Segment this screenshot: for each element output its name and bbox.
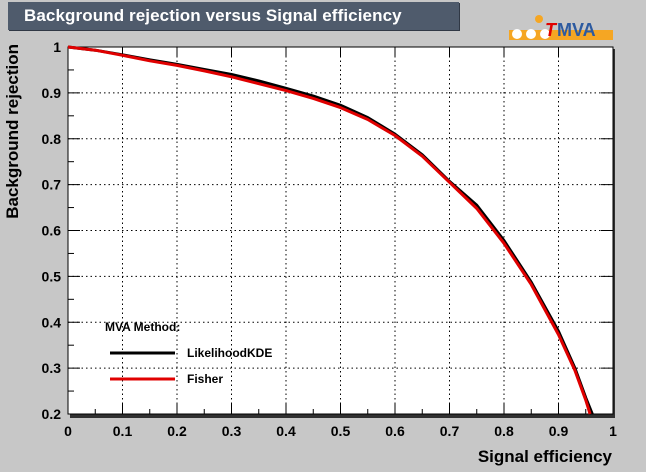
x-tick-label: 0.7 (440, 423, 460, 439)
x-tick-label: 0.5 (331, 423, 351, 439)
y-tick-label: 0.8 (42, 131, 62, 147)
tick-labels: 0 0.1 0.2 0.3 0.4 0.5 0.6 0.7 0.8 0.9 1 0.2 0.3 0.4 0.… (42, 39, 618, 439)
x-tick-label: 0 (64, 423, 72, 439)
chart-title-box: Background rejection versus Signal effic… (8, 2, 459, 30)
x-tick-label: 0.9 (549, 423, 569, 439)
chart-title: Background rejection versus Signal effic… (24, 6, 402, 25)
x-tick-label: 0.1 (113, 423, 133, 439)
y-axis-title: Background rejection (3, 44, 22, 219)
y-tick-label: 0.3 (42, 360, 62, 376)
y-tick-label: 0.9 (42, 85, 62, 101)
logo-text: MVA (557, 20, 596, 40)
series-lines (67, 45, 594, 415)
x-tick-label: 0.8 (494, 423, 514, 439)
x-tick-label: 1 (609, 423, 617, 439)
x-tick-label: 0.2 (167, 423, 187, 439)
tmva-logo: T MVA (509, 15, 613, 40)
x-tick-label: 0.4 (276, 423, 296, 439)
grid (68, 47, 613, 414)
y-tick-label: 0.7 (42, 177, 62, 193)
y-tick-label: 0.6 (42, 223, 62, 239)
legend-label: Fisher (187, 372, 223, 386)
x-tick-label: 0.3 (222, 423, 242, 439)
y-tick-label: 0.4 (42, 314, 62, 330)
legend: MVA Method: LikelihoodKDE Fisher (105, 320, 272, 386)
y-tick-label: 1 (53, 39, 61, 55)
logo-prefix: T (545, 20, 558, 40)
y-tick-label: 0.5 (42, 268, 62, 284)
series-line-fisher (67, 45, 592, 415)
y-tick-label: 0.2 (42, 406, 62, 422)
legend-title: MVA Method: (105, 320, 180, 334)
x-tick-label: 0.6 (385, 423, 405, 439)
legend-label: LikelihoodKDE (187, 346, 272, 360)
x-axis-title: Signal efficiency (478, 447, 613, 466)
